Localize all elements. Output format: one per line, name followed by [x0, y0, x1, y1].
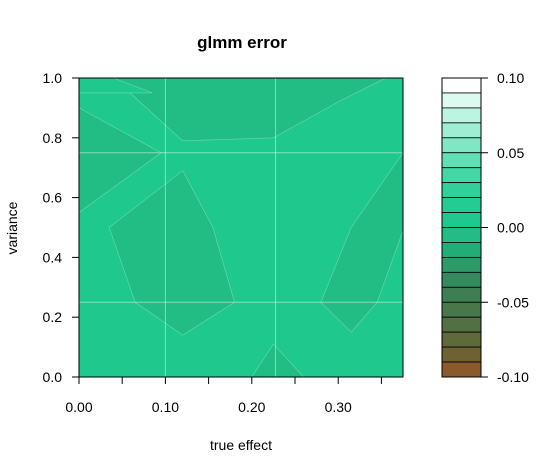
y-tick-label-1: 0.2 [43, 309, 63, 325]
colorbar-tick-label-1: 0.05 [497, 145, 524, 161]
colorbar-level-10 [442, 228, 481, 243]
colorbar-level-17 [442, 332, 481, 347]
y-tick-label-3: 0.6 [43, 190, 63, 206]
colorbar-level-11 [442, 242, 481, 257]
colorbar-level-7 [442, 183, 481, 198]
colorbar-tick-label-2: 0.00 [497, 220, 524, 236]
colorbar-level-4 [442, 138, 481, 153]
colorbar-level-1 [442, 93, 481, 108]
colorbar-level-8 [442, 198, 481, 213]
x-tick-label-4: 0.20 [238, 399, 265, 415]
x-axis-label: true effect [210, 437, 272, 453]
colorbar-level-0 [442, 78, 481, 93]
y-tick-label-4: 0.8 [43, 130, 63, 146]
colorbar-level-2 [442, 108, 481, 123]
colorbar-level-5 [442, 153, 481, 168]
y-tick-label-0: 0.0 [43, 369, 63, 385]
colorbar-tick-label-4: -0.10 [497, 369, 529, 385]
x-tick-label-6: 0.30 [325, 399, 352, 415]
colorbar-level-12 [442, 257, 481, 272]
x-tick-label-0: 0.00 [65, 399, 92, 415]
colorbar-level-13 [442, 272, 481, 287]
colorbar-axis: 0.10 0.05 0.00 -0.05 -0.10 [481, 70, 529, 385]
colorbar-level-6 [442, 168, 481, 183]
colorbar-level-14 [442, 287, 481, 302]
colorbar-level-18 [442, 347, 481, 362]
y-tick-label-5: 1.0 [43, 70, 63, 86]
colorbar-level-19 [442, 362, 481, 377]
colorbar-level-3 [442, 123, 481, 138]
colorbar [442, 78, 481, 377]
colorbar-tick-label-3: -0.05 [497, 294, 529, 310]
y-axis-label: variance [4, 201, 20, 254]
x-axis: 0.00 0.10 0.20 0.30 [65, 377, 381, 415]
x-tick-label-2: 0.10 [152, 399, 179, 415]
chart-title: glmm error [197, 33, 287, 52]
colorbar-level-9 [442, 213, 481, 228]
colorbar-level-15 [442, 302, 481, 317]
y-axis: 0.0 0.2 0.4 0.6 0.8 1.0 [43, 70, 79, 385]
y-tick-label-2: 0.4 [43, 249, 63, 265]
colorbar-tick-label-0: 0.10 [497, 70, 524, 86]
colorbar-level-16 [442, 317, 481, 332]
